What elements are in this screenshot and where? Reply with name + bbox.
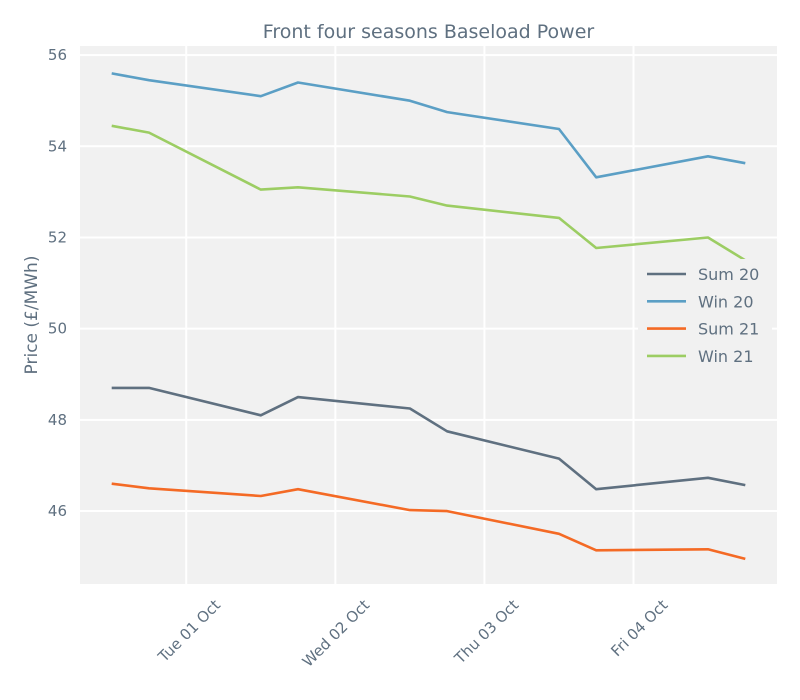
y-tick-label: 56 [48,46,67,64]
x-tick-label: Fri 04 Oct [607,596,671,660]
x-tick-label: Thu 03 Oct [450,596,522,668]
series-line-sum-20 [111,386,746,491]
y-tick-label: 52 [48,228,67,246]
chart-title: Front four seasons Baseload Power [263,21,595,43]
legend: Sum 20 Win 20 Sum 21 Win 21 [638,259,772,373]
x-tick-labels: Tue 01 Oct Wed 02 Oct Thu 03 Oct Fri 04 Oct [154,596,671,671]
series-layer [111,72,746,561]
legend-box [638,259,772,373]
series-line-win-20 [111,72,746,179]
series-line-win-21 [111,124,746,262]
legend-label: Sum 20 [698,265,759,284]
y-tick-labels: 46 48 50 52 54 56 [48,46,67,520]
y-tick-label: 48 [48,411,67,429]
y-tick-label: 46 [48,502,67,520]
legend-label: Sum 21 [698,320,759,339]
legend-label: Win 21 [698,347,754,366]
y-axis-label: Price (£/MWh) [22,256,42,375]
y-tick-label: 50 [48,320,67,338]
y-tick-label: 54 [48,137,67,155]
x-tick-label: Tue 01 Oct [154,596,224,666]
x-tick-label: Wed 02 Oct [299,596,374,671]
legend-label: Win 20 [698,292,754,311]
series-line-sum-21 [111,482,746,561]
